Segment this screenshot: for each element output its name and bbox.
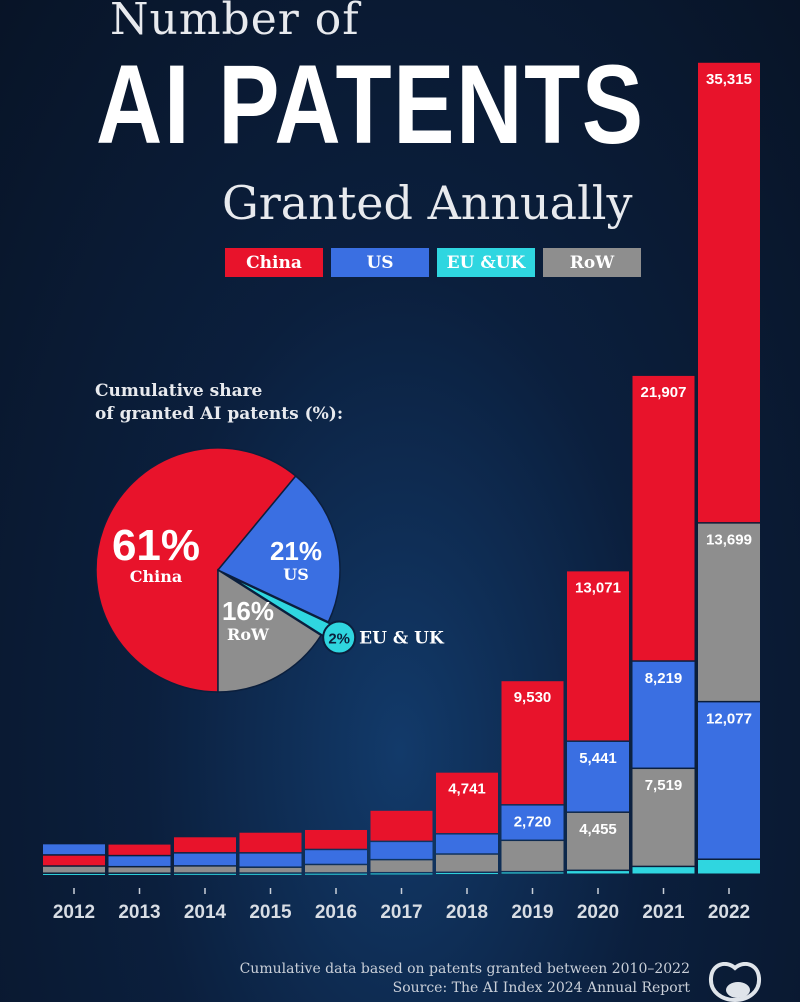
bar-2016-us: [305, 850, 367, 864]
legend-eu-uk: EU &UK: [437, 248, 535, 277]
pie-name: EU & UK: [359, 629, 445, 649]
bar-2020-china: [567, 571, 629, 740]
bar-2018-eu-uk: [436, 873, 498, 874]
pie-name: US: [283, 565, 309, 584]
data-label: 9,530: [514, 689, 552, 706]
pie-pct: 16%: [222, 596, 274, 626]
bar-2019-row: [502, 841, 564, 871]
x-tick-label: 2018: [446, 902, 488, 923]
data-label: 12,077: [706, 710, 752, 727]
bar-2021-eu-uk: [633, 867, 695, 873]
legend-row: RoW: [543, 248, 641, 277]
bar-2016-row: [305, 865, 367, 872]
x-tick-label: 2019: [511, 902, 553, 923]
pie-title: Cumulative share of granted AI patents (…: [95, 380, 343, 426]
bar-2013-china: [109, 845, 171, 855]
footer: Cumulative data based on patents granted…: [240, 960, 690, 998]
pie-title-line2: of granted AI patents (%):: [95, 403, 343, 426]
x-tick-label: 2013: [118, 902, 160, 923]
data-label: 13,071: [575, 579, 621, 596]
bar-2015-china: [240, 833, 302, 852]
pie-pct: 2%: [328, 631, 350, 648]
bar-2013-row: [109, 867, 171, 872]
bar-2012-china: [43, 856, 105, 866]
footer-note: Cumulative data based on patents granted…: [240, 960, 690, 979]
data-label: 13,699: [706, 532, 752, 549]
footer-source: Source: The AI Index 2024 Annual Report: [240, 979, 690, 998]
bar-2014-china: [174, 837, 236, 852]
bar-2015-us: [240, 854, 302, 867]
x-tick-label: 2015: [249, 902, 292, 923]
data-label: 21,907: [641, 384, 687, 401]
legend-us: US: [331, 248, 429, 277]
data-label: 4,741: [448, 781, 486, 798]
bar-2016-eu-uk: [305, 874, 367, 875]
bar-2020-eu-uk: [567, 871, 629, 873]
legend-china: China: [225, 248, 323, 277]
bar-2014-row: [174, 867, 236, 873]
data-label: 7,519: [645, 777, 683, 794]
visual-capitalist-logo-icon: [708, 962, 762, 1002]
x-tick-label: 2020: [577, 902, 619, 923]
x-tick-label: 2021: [642, 902, 685, 923]
data-label: 5,441: [579, 750, 617, 767]
bar-2015-row: [240, 868, 302, 872]
bar-2013-us: [109, 856, 171, 866]
data-label: 8,219: [645, 670, 683, 687]
data-label: 2,720: [514, 814, 552, 831]
bar-2018-us: [436, 835, 498, 854]
bar-2012-us: [43, 844, 105, 854]
bar-2014-eu-uk: [174, 874, 236, 875]
bar-2017-row: [371, 860, 433, 872]
title-main: AI PATENTS: [96, 40, 645, 169]
bar-2017-china: [371, 811, 433, 841]
title-line3: Granted Annually: [222, 176, 633, 230]
bar-2019-eu-uk: [502, 872, 564, 873]
bar-2018-row: [436, 855, 498, 872]
bar-2013-eu-uk: [109, 874, 171, 875]
x-tick-label: 2012: [53, 902, 95, 923]
legend: China US EU &UK RoW: [225, 248, 641, 277]
pie-title-line1: Cumulative share: [95, 380, 343, 403]
x-tick-label: 2016: [315, 902, 357, 923]
bar-2022-china: [698, 63, 760, 522]
x-tick-label: 2022: [708, 902, 750, 923]
bar-2022-eu-uk: [698, 860, 760, 874]
x-tick-label: 2014: [184, 902, 227, 923]
data-label: 4,455: [579, 821, 617, 838]
bar-2021-china: [633, 376, 695, 660]
x-tick-label: 2017: [380, 902, 422, 923]
bar-2017-us: [371, 842, 433, 859]
bar-2014-us: [174, 854, 236, 866]
bar-2016-china: [305, 830, 367, 849]
pie-pct: 61%: [112, 521, 200, 570]
pie-pct: 21%: [270, 536, 322, 566]
pie-name: China: [130, 567, 182, 586]
data-label: 35,315: [706, 71, 752, 88]
bar-2017-eu-uk: [371, 873, 433, 874]
pie-name: RoW: [227, 625, 270, 644]
bar-2012-row: [43, 867, 105, 873]
bar-2015-eu-uk: [240, 874, 302, 875]
bar-2012-eu-uk: [43, 874, 105, 875]
bar-2022-row: [698, 524, 760, 701]
title-line1: Number of: [110, 0, 360, 45]
